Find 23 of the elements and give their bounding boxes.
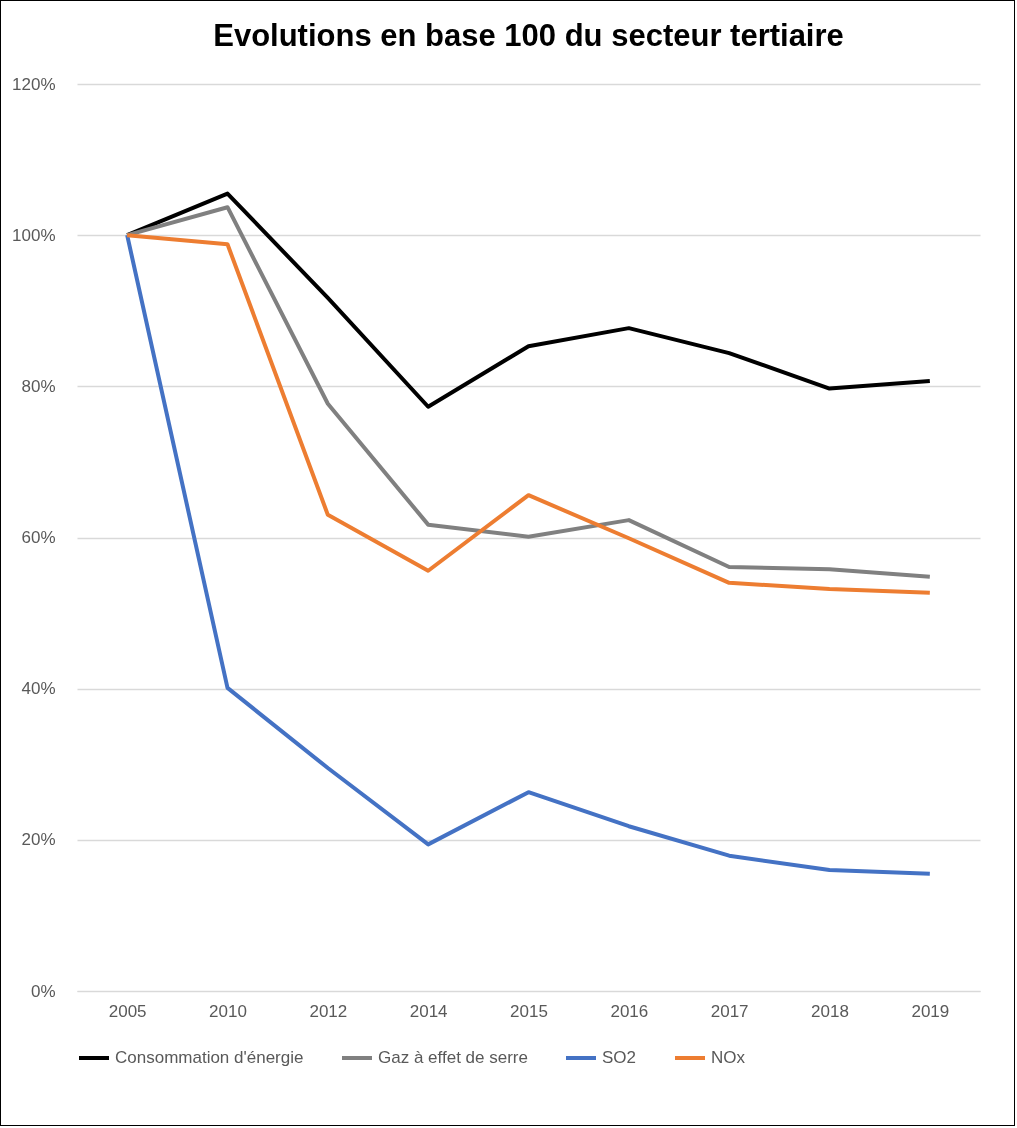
line-series — [125, 191, 932, 409]
y-tick-label: 20% — [21, 830, 56, 850]
x-tick-label: 2017 — [710, 1001, 749, 1021]
line-series — [125, 233, 932, 876]
x-tick-label: 2005 — [108, 1001, 147, 1021]
y-tick-label: 120% — [12, 74, 56, 94]
y-tick-label: 60% — [21, 528, 56, 547]
legend-label: NOx — [711, 1048, 746, 1067]
legend-label: SO2 — [602, 1048, 637, 1067]
y-tick-label: 80% — [21, 376, 56, 396]
x-tick-label: 2012 — [309, 1001, 348, 1021]
x-tick-label: 2014 — [409, 1001, 448, 1021]
x-tick-label: 2019 — [911, 1001, 950, 1021]
legend-label: Consommation d'énergie — [115, 1048, 304, 1067]
x-tick-label: 2010 — [209, 1001, 247, 1021]
y-tick-label: 40% — [21, 679, 56, 699]
x-tick-label: 2016 — [610, 1001, 649, 1021]
x-tick-label: 2015 — [510, 1001, 548, 1021]
x-tick-label: 2018 — [811, 1001, 849, 1021]
legend-label: Gaz à effet de serre — [378, 1048, 528, 1067]
y-tick-label: 0% — [30, 981, 56, 1001]
chart-title: Evolutions en base 100 du secteur tertiaire — [213, 18, 844, 53]
y-tick-label: 100% — [12, 225, 56, 245]
